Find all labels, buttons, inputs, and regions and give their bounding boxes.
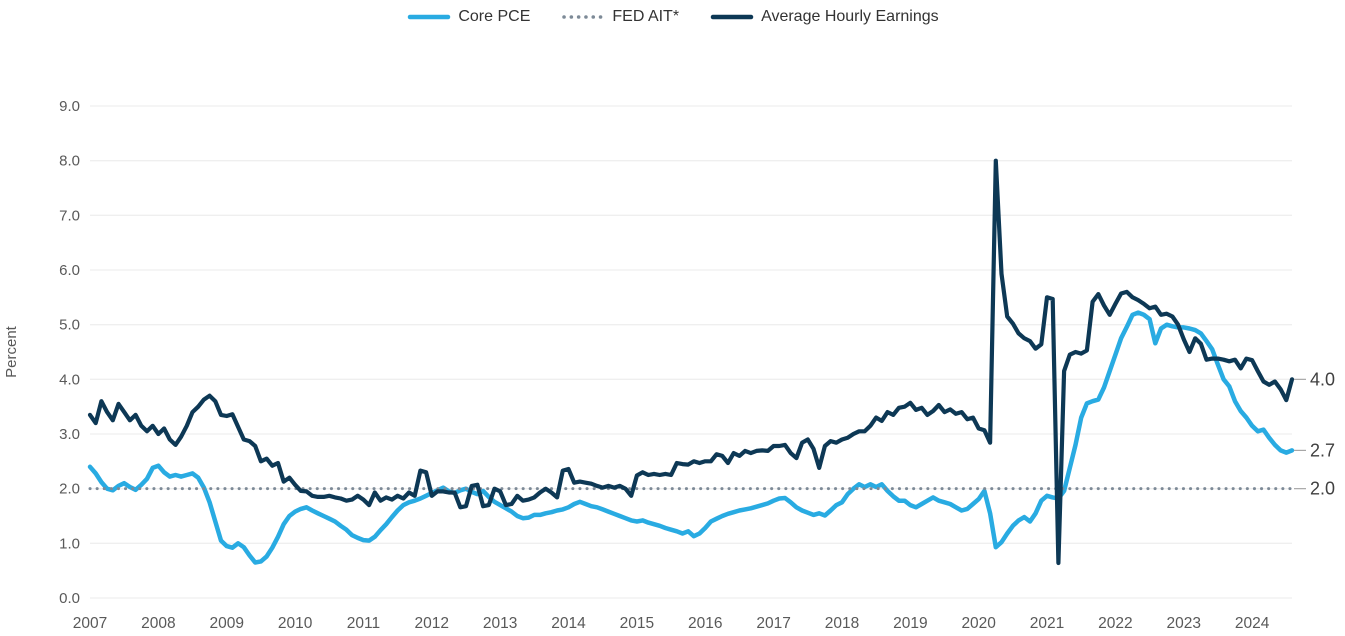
ahe-line-swatch [710,14,754,20]
core-pce-line [87,310,1295,565]
legend-item-core-pce[interactable]: Core PCE [406,8,530,26]
x-tick-label: 2009 [209,615,243,632]
core-pce-line-swatch [408,14,451,20]
average-hourly-earnings-line [87,158,1295,566]
x-tick-label: 2013 [483,615,517,632]
y-tick-label: 3.0 [59,426,80,443]
x-tick-label: 2016 [688,615,722,632]
x-tick-label: 2011 [347,615,380,632]
y-tick-label: 5.0 [59,317,80,334]
x-tick-label: 2018 [825,615,859,632]
y-tick-label: 2.0 [59,481,80,498]
chart-legend: Core PCE FED AIT* Average Hourly Earning… [0,8,1345,26]
x-tick-label: 2021 [1030,615,1064,632]
legend-item-ahe[interactable]: Average Hourly Earnings [709,8,939,26]
y-tick-label: 6.0 [59,262,80,279]
y-tick-label: 1.0 [59,535,80,552]
x-tick-label: 2014 [551,615,586,632]
y-tick-label: 4.0 [59,371,80,388]
fed-ait-dotted-swatch [562,15,605,19]
x-tick-label: 2008 [141,615,175,632]
x-tick-label: 2024 [1235,615,1270,632]
y-tick-label: 9.0 [59,98,80,115]
legend-label-core-pce: Core PCE [458,8,531,25]
x-tick-label: 2019 [893,615,927,632]
x-tick-label: 2007 [73,615,107,632]
y-axis-title: Percent [3,325,20,378]
x-tick-label: 2022 [1098,615,1132,632]
y-tick-label: 0.0 [59,590,80,607]
legend-label-ahe: Average Hourly Earnings [761,8,939,25]
end-label: 2.7 [1310,440,1335,460]
end-label: 2.0 [1310,479,1335,499]
legend-label-fed-ait: FED AIT* [612,8,680,25]
legend-item-fed-ait[interactable]: FED AIT* [560,8,679,26]
x-tick-label: 2015 [620,615,654,632]
end-label: 4.0 [1310,369,1335,389]
x-tick-label: 2017 [756,615,790,632]
x-tick-label: 2020 [961,615,996,632]
y-tick-label: 7.0 [59,207,80,224]
x-tick-label: 2012 [415,615,449,632]
x-tick-label: 2010 [278,615,313,632]
x-tick-label: 2023 [1167,615,1201,632]
y-tick-label: 8.0 [59,153,80,170]
